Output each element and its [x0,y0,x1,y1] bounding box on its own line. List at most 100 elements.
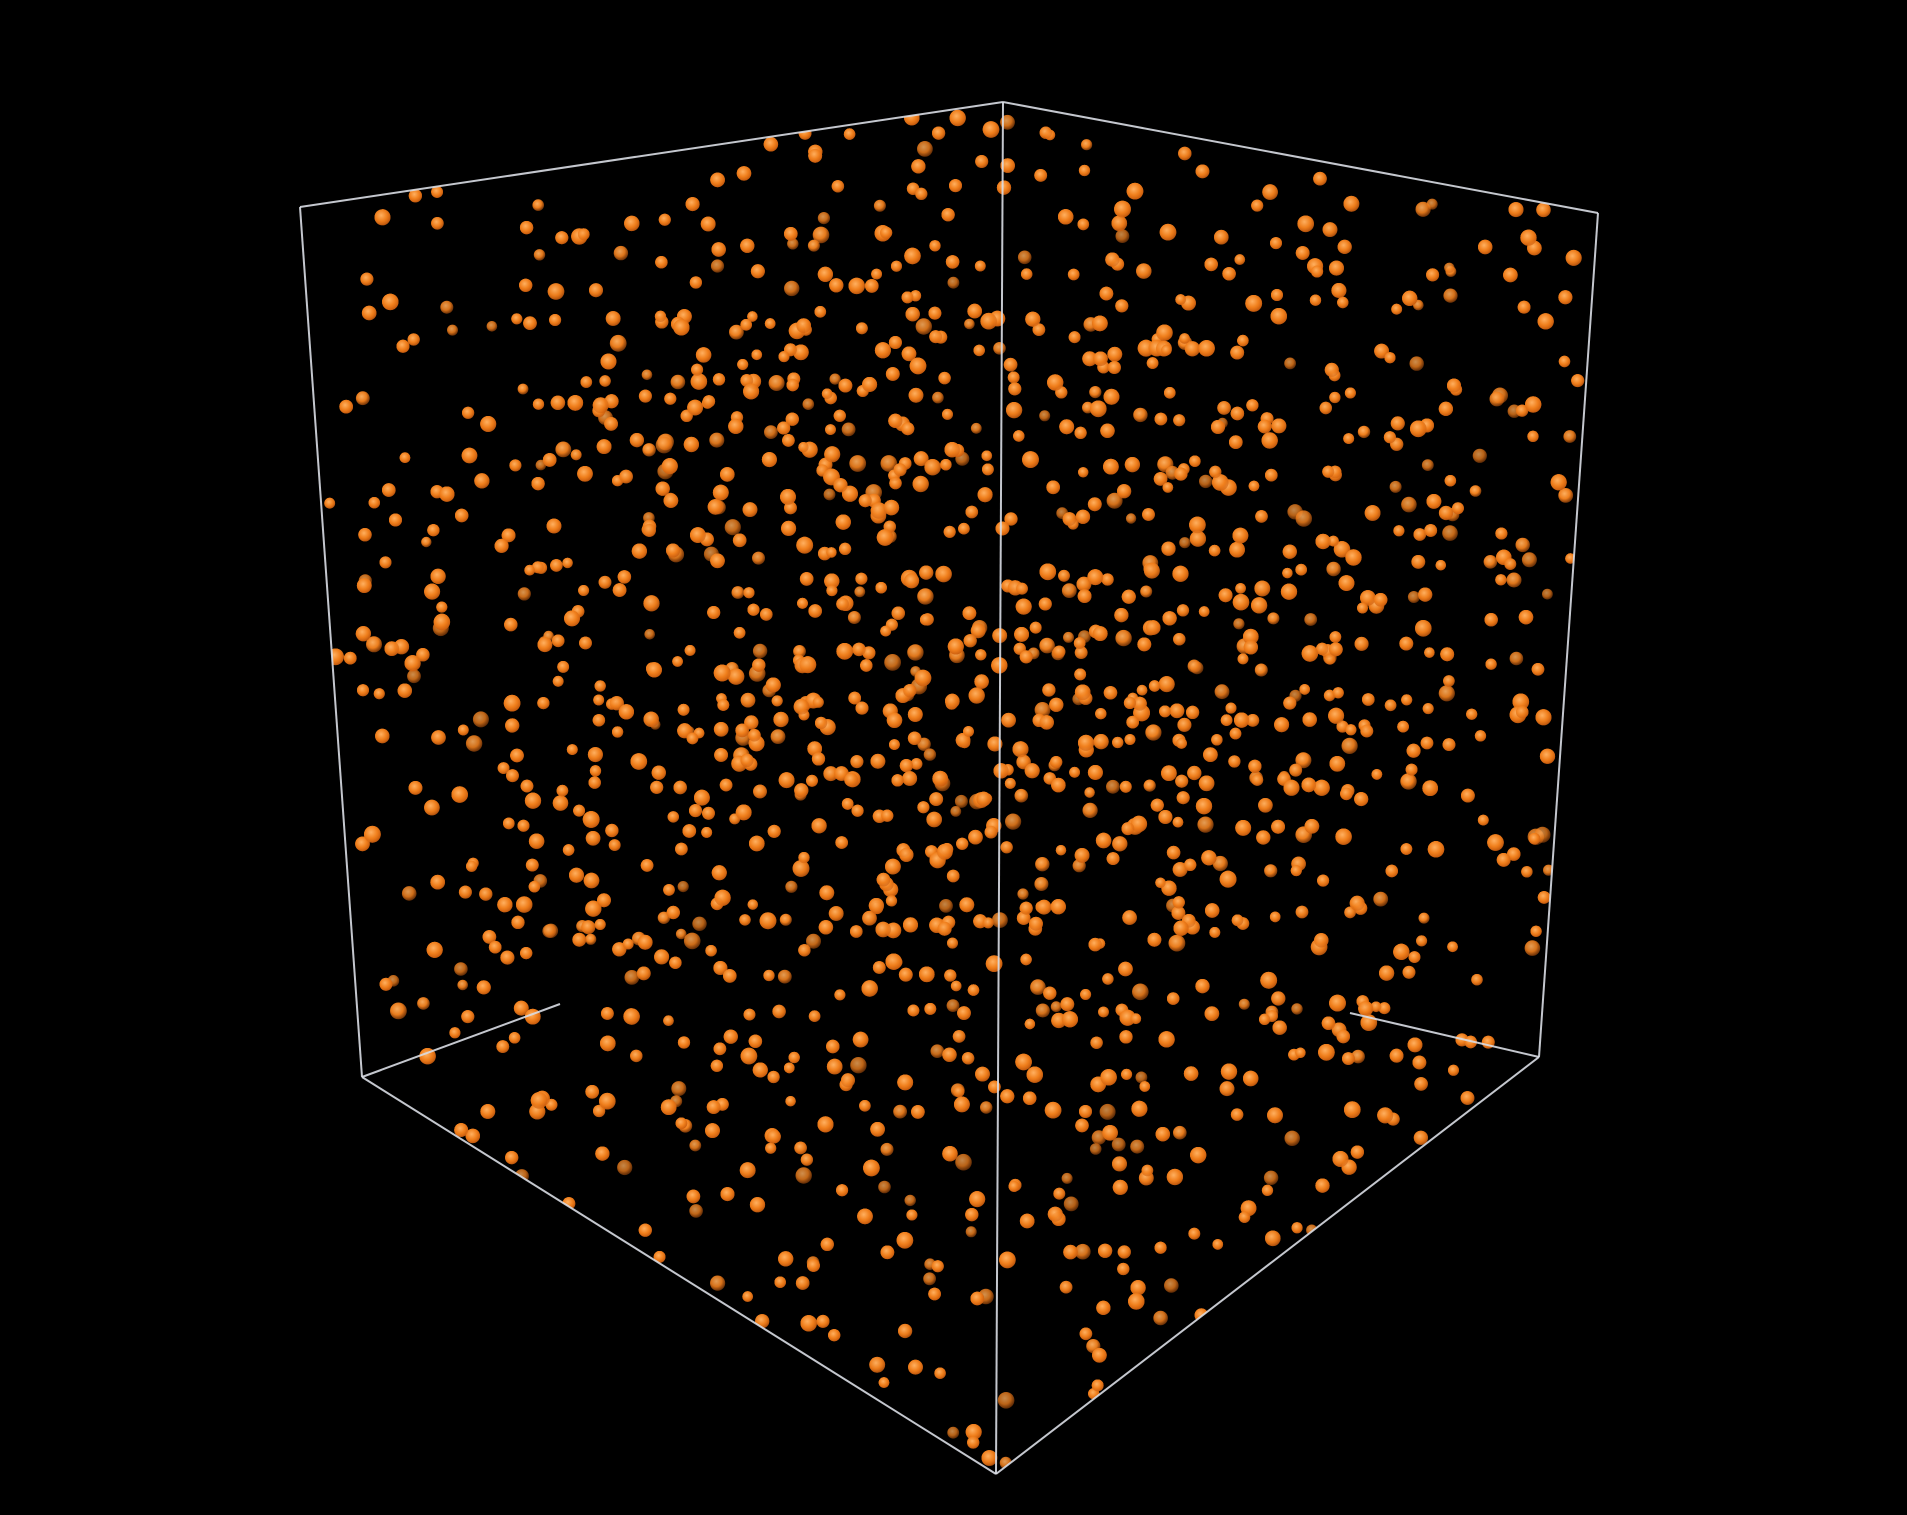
particle [828,906,844,921]
particle [1217,401,1231,415]
particle [517,587,531,601]
particle [1311,265,1324,278]
particle [930,1044,945,1058]
particle [764,425,778,439]
particle [711,242,726,257]
particle [1527,430,1539,442]
particle [1203,747,1218,762]
particle [1133,407,1148,423]
particle [1060,997,1075,1012]
particle [1172,896,1185,909]
particle [433,613,451,631]
particle [839,542,852,556]
particle [802,398,815,411]
particle [1422,780,1438,796]
particle [1282,567,1293,579]
particle [1299,684,1310,695]
particle [1443,288,1458,303]
particle [1364,505,1381,521]
particle [1166,1168,1183,1186]
particle [401,886,417,901]
particle [1172,862,1188,877]
particle [795,1276,810,1290]
particle [1383,431,1396,444]
particle [594,680,606,692]
particle [1262,184,1278,200]
particle [324,497,336,509]
particle [638,389,652,403]
particle [1112,836,1128,852]
particle [1338,575,1355,591]
particle [358,528,372,542]
particle [1029,621,1042,634]
particle [599,375,611,387]
particle [605,311,621,326]
particle [1265,468,1278,482]
particle [993,763,1009,779]
particle [1035,857,1050,872]
particle [629,433,645,448]
particle [1156,324,1173,341]
particle [594,919,606,930]
particle [779,913,792,926]
particle [1571,374,1585,388]
particle [967,303,982,319]
particle [1495,574,1507,586]
particle [472,711,489,728]
particle [1059,419,1075,435]
particle [1145,724,1162,741]
particle [889,476,902,490]
particle [929,330,943,344]
box-edge [361,1003,561,1078]
particle [1228,755,1241,768]
particle [735,723,749,738]
particle [1150,798,1164,812]
particle [1158,676,1175,693]
particle [709,432,725,448]
particle [814,306,827,318]
particle [942,408,953,420]
particle [724,519,741,536]
particle [1103,458,1119,475]
particle [596,439,612,454]
particle [1143,779,1156,792]
particle [878,1180,891,1194]
particle [537,637,553,653]
particle [888,336,902,349]
particle [941,208,955,222]
particle [981,1450,998,1466]
particle [817,212,831,225]
particle [710,1059,724,1072]
particle [552,795,569,811]
particle [570,449,582,461]
particle [1039,715,1054,730]
particle [901,422,915,436]
particle [1212,474,1229,491]
particle [1125,513,1137,524]
particle [1024,763,1040,779]
particle [1162,611,1177,626]
particle [1055,845,1067,856]
particle [1329,756,1346,772]
particle [899,759,914,773]
particle [612,942,627,957]
particle [975,1066,990,1082]
particle [667,811,679,823]
particle [436,601,448,613]
particle [1176,737,1187,749]
particle [924,459,941,476]
particle [1315,533,1331,550]
particle [675,928,687,940]
particle [1063,1196,1079,1212]
particle [373,688,385,700]
particle [1121,1068,1133,1080]
particle [836,597,849,611]
particle [1509,651,1524,666]
particle [1411,555,1426,569]
particle [1237,334,1249,347]
particle [1384,699,1397,712]
particle [1267,612,1280,625]
particle [788,1051,800,1064]
